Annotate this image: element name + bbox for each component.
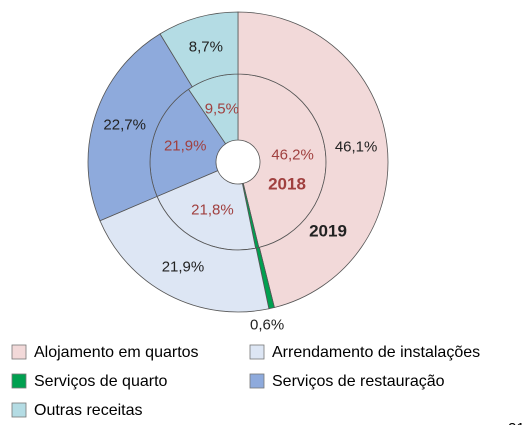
value-label: 0,6% (250, 316, 284, 333)
legend-label: Serviços de quarto (34, 373, 168, 390)
legend-label: Alojamento em quartos (34, 344, 199, 361)
slice (99, 195, 270, 313)
value-label: 8,7% (189, 38, 223, 55)
value-label: 46,1% (335, 138, 378, 155)
value-label: 46,2% (271, 146, 314, 163)
value-label: 21,9% (164, 137, 207, 154)
legend-label: Serviços de restauração (272, 373, 445, 390)
legend-swatch (11, 402, 27, 418)
slice (237, 11, 389, 309)
legend-swatch (11, 373, 27, 389)
series-label: 2019 (309, 221, 347, 240)
page-number: 21 (508, 420, 523, 425)
legend-swatch (11, 344, 27, 360)
legend-swatch (249, 344, 265, 360)
slice (159, 11, 239, 88)
value-label: 21,9% (162, 258, 205, 275)
value-label: 22,7% (103, 117, 146, 134)
legend-label: Outras receitas (34, 402, 142, 419)
series-label: 2018 (268, 174, 306, 193)
legend-label: Arrendamento de instalações (272, 344, 480, 361)
value-label: 9,5% (205, 100, 239, 117)
value-label: 21,8% (191, 202, 234, 219)
legend-swatch (249, 373, 265, 389)
